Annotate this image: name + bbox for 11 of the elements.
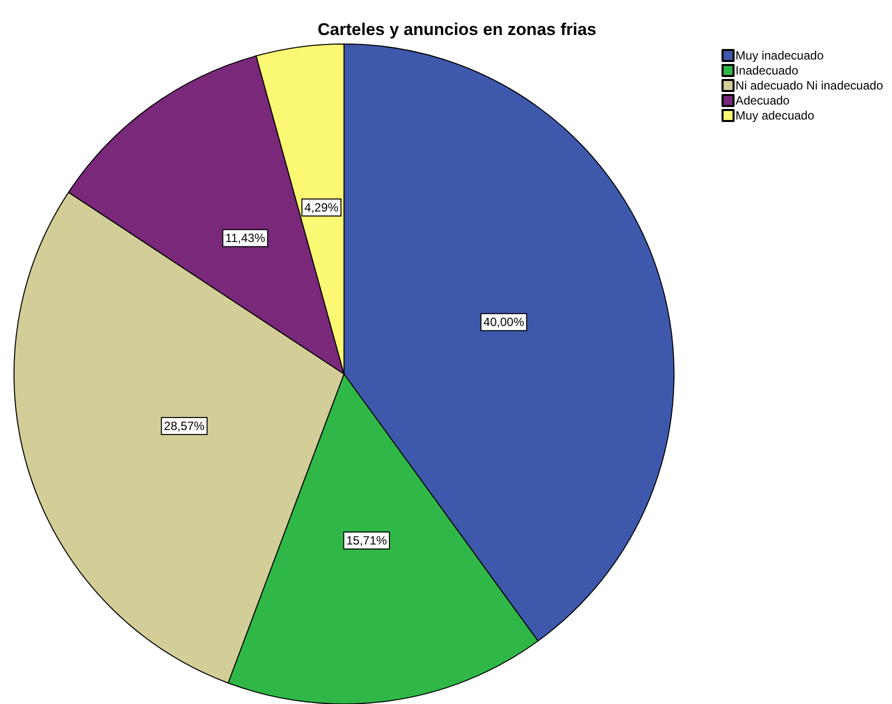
data-label: 11,43%: [225, 231, 266, 246]
legend-label: Ni adecuado Ni inadecuado: [736, 78, 884, 92]
legend-label: Muy adecuado: [736, 108, 815, 122]
data-label: 28,57%: [164, 418, 205, 433]
chart-title: Carteles y anuncios en zonas frias: [318, 20, 596, 39]
data-label: 4,29%: [304, 200, 339, 215]
legend-label: Muy inadecuado: [736, 48, 824, 62]
legend-label: Inadecuado: [736, 64, 799, 78]
legend-label: Adecuado: [736, 94, 790, 108]
data-label: 40,00%: [483, 315, 524, 330]
data-label: 15,71%: [346, 533, 388, 548]
